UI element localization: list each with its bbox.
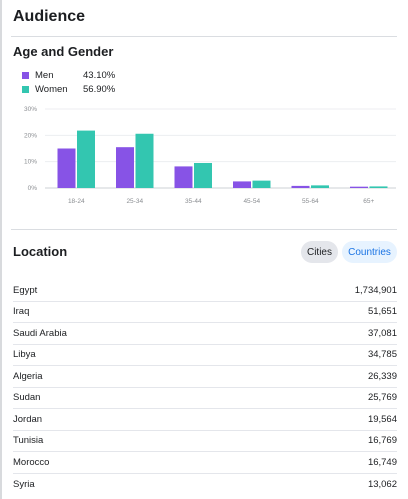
legend-item-women: Women 56.90%: [22, 83, 115, 95]
x-tick-label: 25-34: [126, 198, 143, 205]
location-row: Syria 13,062: [13, 474, 397, 496]
location-name: Iraq: [13, 306, 30, 318]
location-name: Algeria: [13, 370, 43, 382]
location-name: Tunisia: [13, 435, 44, 447]
location-name: Jordan: [13, 413, 43, 425]
legend-label: Women: [35, 83, 68, 95]
y-tick-label: 10%: [24, 159, 37, 166]
location-count: 19,564: [367, 413, 397, 425]
bar-women-35-44[interactable]: [194, 162, 212, 188]
bar-men-45-54[interactable]: [233, 181, 251, 188]
location-name: Morocco: [13, 456, 50, 468]
location-name: Libya: [13, 349, 36, 361]
legend-percent: 56.90%: [83, 83, 116, 95]
bar-men-65+[interactable]: [350, 186, 368, 188]
location-count: 16,749: [367, 456, 397, 468]
legend-swatch-men: [22, 71, 29, 79]
y-tick-label: 30%: [24, 106, 37, 113]
location-name: Egypt: [13, 284, 38, 296]
location-row: Egypt 1,734,901: [13, 280, 397, 302]
tab-cities[interactable]: Cities: [301, 241, 338, 263]
legend-swatch-women: [22, 85, 29, 93]
tab-countries[interactable]: Countries: [342, 241, 397, 263]
page-title: Audience: [13, 8, 86, 25]
location-count: 26,339: [367, 370, 397, 382]
location-row: Iraq 51,651: [13, 302, 397, 323]
location-row: Saudi Arabia 37,081: [13, 323, 397, 345]
location-list: Egypt 1,734,901 Iraq 51,651 Saudi Arabia 37,0…: [13, 280, 397, 495]
legend-label: Men: [35, 69, 54, 81]
location-count: 34,785: [367, 349, 397, 361]
y-tick-label: 20%: [24, 132, 37, 139]
x-tick-label: 65+: [363, 198, 374, 205]
location-title: Location: [13, 244, 68, 259]
location-count: 13,062: [367, 478, 397, 490]
age-gender-bar-chart: 0% 10% 20% 30% 18-24 25-34 35-44 45-54 55-64 65+: [24, 106, 396, 205]
bar-women-18-24[interactable]: [77, 130, 95, 188]
bar-men-18-24[interactable]: [57, 148, 76, 189]
location-row: Tunisia 16,769: [13, 431, 397, 452]
bar-men-25-34[interactable]: [116, 147, 134, 188]
location-row: Morocco 16,749: [13, 452, 397, 474]
location-count: 25,769: [367, 392, 397, 404]
age-gender-title: Age and Gender: [13, 44, 114, 59]
bar-men-35-44[interactable]: [174, 166, 193, 188]
bar-women-55-64[interactable]: [311, 185, 329, 188]
location-name: Saudi Arabia: [13, 327, 67, 339]
bar-women-45-54[interactable]: [252, 180, 271, 188]
bar-men-55-64[interactable]: [291, 185, 310, 188]
location-row: Algeria 26,339: [13, 366, 397, 388]
location-row: Jordan 19,564: [13, 409, 397, 431]
x-tick-label: 18-24: [68, 198, 85, 205]
location-count: 1,734,901: [354, 284, 397, 296]
location-count: 51,651: [367, 306, 397, 318]
legend-item-men: Men 43.10%: [22, 69, 115, 81]
location-count: 16,769: [367, 435, 397, 447]
location-name: Sudan: [13, 392, 41, 404]
location-count: 37,081: [367, 327, 397, 339]
location-name: Syria: [13, 478, 35, 490]
x-tick-label: 45-54: [243, 198, 260, 205]
x-tick-label: 35-44: [185, 198, 202, 205]
bar-women-65+[interactable]: [369, 186, 388, 188]
panel-left-border: [0, 0, 2, 499]
bar-women-25-34[interactable]: [135, 133, 154, 188]
location-row: Sudan 25,769: [13, 388, 397, 409]
location-row: Libya 34,785: [13, 345, 397, 366]
legend-percent: 43.10%: [83, 69, 116, 81]
x-tick-label: 55-64: [302, 198, 319, 205]
divider: [11, 229, 397, 230]
y-tick-label: 0%: [28, 185, 38, 192]
divider: [11, 36, 397, 37]
